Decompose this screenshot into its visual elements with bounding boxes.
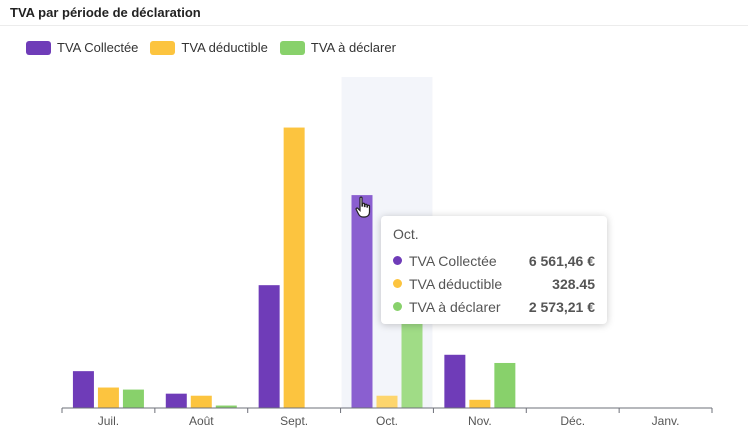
bar-declarer-3[interactable]	[401, 307, 423, 408]
bar-deductible-3[interactable]	[376, 395, 398, 408]
bar-deductible-0[interactable]	[97, 387, 119, 408]
x-tick-label-3: Oct.	[376, 414, 398, 428]
legend-swatch-collectee	[26, 40, 51, 55]
x-tick-label-6: Janv.	[652, 414, 680, 428]
bar-deductible-1[interactable]	[190, 395, 212, 408]
legend-swatch-declarer	[279, 40, 305, 55]
tooltip-dot-deductible	[393, 279, 402, 288]
x-tick-label-1: Août	[189, 414, 214, 428]
bar-declarer-0[interactable]	[122, 389, 144, 408]
tooltip-value-deductible: 328.45	[552, 275, 595, 292]
x-tick-label-4: Nov.	[468, 414, 492, 428]
legend-item-declarer[interactable]: TVA à déclarer	[279, 40, 396, 55]
bar-deductible-4[interactable]	[469, 399, 491, 408]
x-tick-label-5: Déc.	[560, 414, 585, 428]
x-axis: Juil. Août Sept. Oct. Nov. Déc. Janv.	[61, 407, 713, 428]
bar-collectee-3[interactable]	[351, 195, 373, 408]
x-tick-label-0: Juil.	[98, 414, 119, 428]
hand-cursor-icon	[355, 196, 371, 218]
tooltip-value-collectee: 6 561,46 €	[528, 252, 595, 269]
bar-collectee-0[interactable]	[72, 371, 94, 408]
tooltip-name-declarer: TVA à déclarer	[409, 298, 501, 315]
legend-label-collectee: TVA Collectée	[57, 40, 139, 55]
tooltip-dot-collectee	[393, 256, 402, 265]
legend-item-deductible[interactable]: TVA déductible	[150, 40, 268, 55]
bar-collectee-4[interactable]	[444, 354, 466, 408]
chart-legend: TVA Collectée TVA déductible TVA à décla…	[26, 40, 396, 55]
chart-tooltip: Oct. TVA Collectée 6 561,46 € TVA déduct…	[381, 216, 607, 324]
tooltip-dot-declarer	[393, 302, 402, 311]
tooltip-title: Oct.	[393, 226, 419, 242]
legend-swatch-deductible	[150, 40, 176, 55]
bar-declarer-1[interactable]	[215, 405, 237, 408]
bar-collectee-1[interactable]	[165, 393, 187, 408]
tooltip-value-declarer: 2 573,21 €	[528, 298, 595, 315]
bar-deductible-2[interactable]	[283, 127, 305, 408]
bar-declarer-4[interactable]	[494, 362, 516, 408]
tooltip-row-collectee: TVA Collectée 6 561,46 €	[393, 249, 595, 272]
legend-label-deductible: TVA déductible	[181, 40, 268, 55]
tooltip-row-deductible: TVA déductible 328.45	[393, 272, 595, 295]
card-header: TVA par période de déclaration	[0, 0, 748, 26]
tooltip-row-declarer: TVA à déclarer 2 573,21 €	[393, 295, 595, 318]
tooltip-name-deductible: TVA déductible	[409, 275, 503, 292]
legend-item-collectee[interactable]: TVA Collectée	[26, 40, 138, 55]
legend-label-declarer: TVA à déclarer	[310, 40, 396, 55]
bar-collectee-2[interactable]	[258, 285, 280, 408]
bars-layer	[72, 127, 516, 408]
tooltip-name-collectee: TVA Collectée	[409, 252, 497, 269]
chart-title: TVA par période de déclaration	[10, 5, 201, 20]
x-tick-label-2: Sept.	[280, 414, 308, 428]
